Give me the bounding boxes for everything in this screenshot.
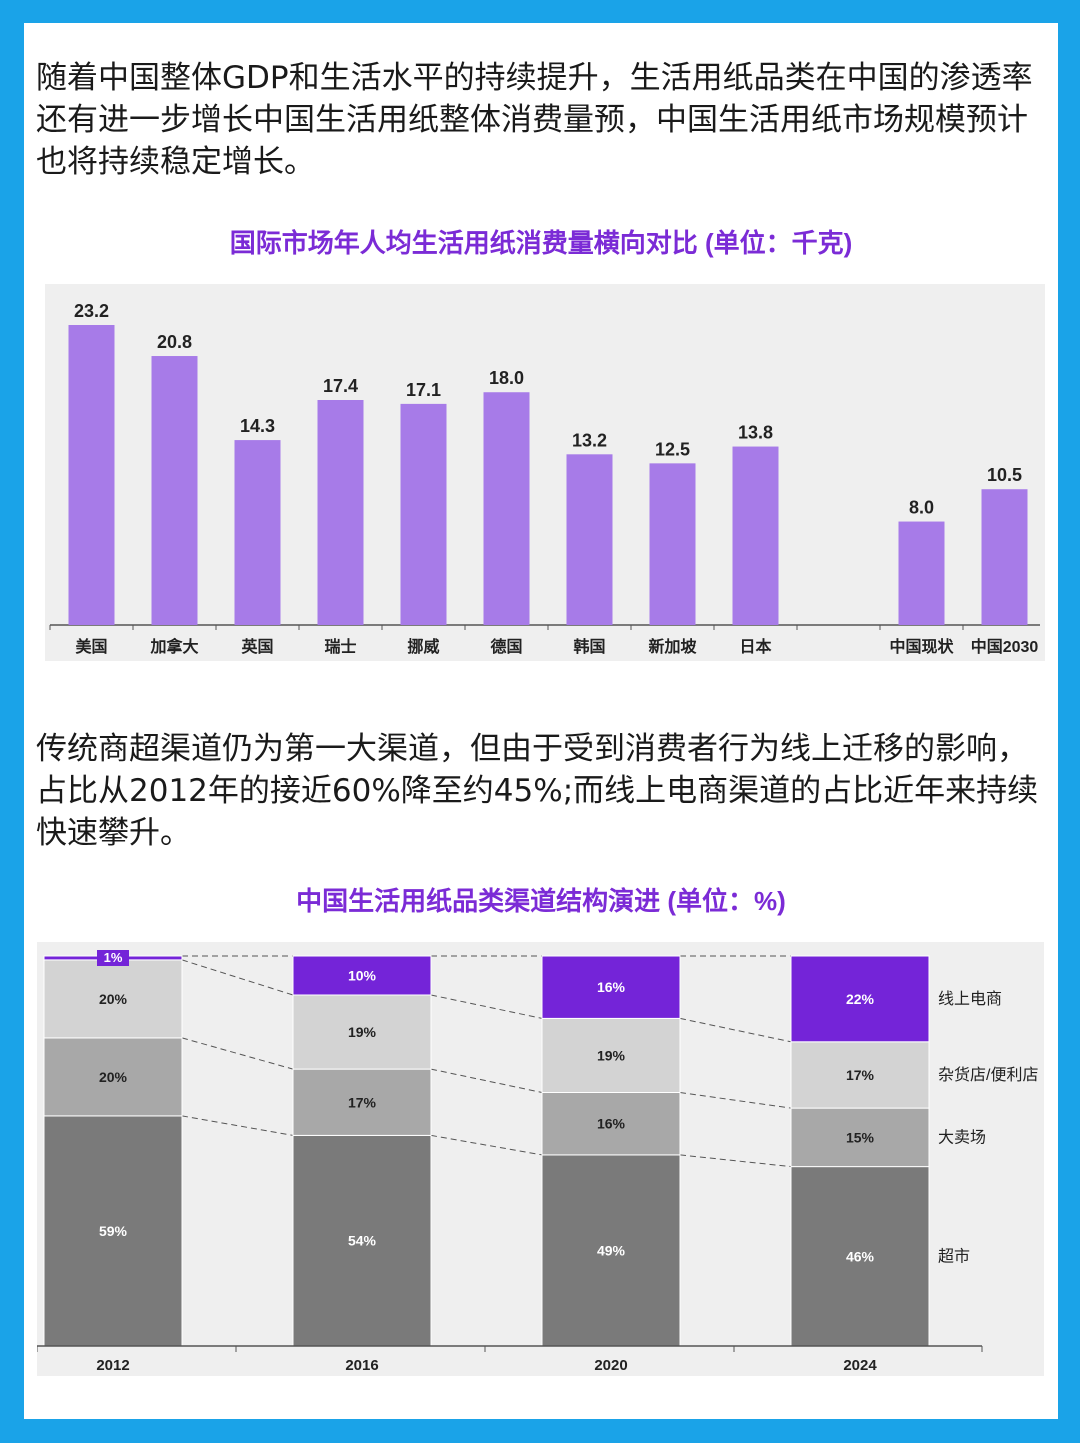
connector-line xyxy=(430,1068,543,1093)
connector-line xyxy=(181,1037,294,1070)
x-tick-label: 韩国 xyxy=(573,637,605,656)
bar-value-label: 13.8 xyxy=(738,423,773,443)
bar-value-label: 20.8 xyxy=(157,332,192,352)
bar xyxy=(483,392,530,625)
bar-value-label: 14.3 xyxy=(240,416,275,436)
connector-line xyxy=(679,1154,792,1168)
segment-value-label: 1% xyxy=(104,950,123,965)
bar xyxy=(981,489,1028,625)
bar-chart: 23.2 美国 20.8 加拿大 14.3 英国 17.4 瑞士 17.1 挪威 18.0 德国 13.… xyxy=(49,301,1047,656)
x-tick-label: 挪威 xyxy=(407,637,439,656)
stacked-segment xyxy=(292,1134,432,1347)
x-tick-label: 英国 xyxy=(240,637,273,656)
connector-line xyxy=(430,994,543,1019)
segment-value-label: 46% xyxy=(846,1248,875,1264)
legend-label: 大卖场 xyxy=(938,1128,986,1146)
legend-label: 超市 xyxy=(938,1247,970,1265)
bar-value-label: 17.4 xyxy=(323,376,358,396)
stacked-segment xyxy=(790,955,930,1043)
segment-value-label: 22% xyxy=(846,991,875,1007)
bar-value-label: 10.5 xyxy=(987,465,1022,485)
segment-value-label: 59% xyxy=(99,1223,128,1239)
x-tick-label: 瑞士 xyxy=(324,637,356,656)
bar xyxy=(898,521,945,625)
connector-line xyxy=(430,1134,543,1156)
bar xyxy=(68,325,115,625)
segment-value-label: 54% xyxy=(348,1233,377,1249)
bar xyxy=(732,446,779,625)
stacked-chart: 59% 20% 20% 1% 2012 54% 17% 19% 10% 2016 49% 16% 19%… xyxy=(36,950,1038,1374)
bar xyxy=(151,356,198,625)
connector-line xyxy=(679,1017,792,1043)
legend-label: 杂货店/便利店 xyxy=(938,1066,1038,1084)
stacked-segment xyxy=(43,959,183,1039)
x-tick-label: 中国2030 xyxy=(971,637,1039,656)
stacked-segment xyxy=(292,1068,432,1136)
bar-chart-panel: 23.2 美国 20.8 加拿大 14.3 英国 17.4 瑞士 17.1 挪威 18.0 德国 13.… xyxy=(45,284,1047,661)
x-tick-label: 中国现状 xyxy=(889,637,954,656)
bar-value-label: 18.0 xyxy=(489,368,524,388)
stacked-segment xyxy=(790,1166,930,1347)
stacked-chart-title: 中国生活用纸品类渠道结构演进 (单位：%) xyxy=(296,886,786,916)
connector-line xyxy=(181,959,294,996)
bar-value-label: 8.0 xyxy=(909,498,934,518)
bar xyxy=(400,403,447,625)
segment-value-label: 10% xyxy=(348,968,377,984)
bar-value-label: 12.5 xyxy=(655,439,690,459)
segment-value-label: 20% xyxy=(99,1069,128,1085)
segment-value-label: 15% xyxy=(846,1129,875,1145)
x-tick-label: 德国 xyxy=(490,637,522,656)
channel-paragraph: 传统商超渠道仍为第一大渠道，但由于受到消费者行为线上迁移的影响，占比从2012年… xyxy=(36,731,1039,851)
stacked-chart-panel: 59% 20% 20% 1% 2012 54% 17% 19% 10% 2016 49% 16% 19%… xyxy=(36,942,1044,1376)
stacked-segment xyxy=(790,1041,930,1109)
stacked-segment xyxy=(541,1017,681,1093)
bar xyxy=(566,454,613,625)
x-tick-label: 日本 xyxy=(739,637,771,656)
x-tick-label: 2020 xyxy=(594,1357,627,1374)
stacked-segment xyxy=(541,955,681,1019)
stacked-segment xyxy=(541,1092,681,1156)
bar-value-label: 13.2 xyxy=(572,430,607,450)
small-label-box xyxy=(97,950,129,966)
bar xyxy=(317,400,364,625)
content-card: 随着中国整体GDP和生活水平的持续提升，生活用纸品类在中国的渗透率还有进一步增长… xyxy=(24,23,1058,1419)
segment-value-label: 49% xyxy=(597,1242,626,1258)
segment-value-label: 19% xyxy=(348,1024,377,1040)
intro-paragraph: 随着中国整体GDP和生活水平的持续提升，生活用纸品类在中国的渗透率还有进一步增长… xyxy=(36,60,1033,180)
stacked-segment xyxy=(292,955,432,996)
stacked-segment xyxy=(43,1115,183,1347)
segment-value-label: 17% xyxy=(846,1067,875,1083)
bar-value-label: 17.1 xyxy=(406,380,441,400)
bar xyxy=(234,440,281,625)
x-tick-label: 加拿大 xyxy=(149,637,198,656)
stacked-segment xyxy=(541,1154,681,1347)
bar-value-label: 23.2 xyxy=(74,301,109,321)
x-tick-label: 2016 xyxy=(345,1357,378,1374)
segment-value-label: 16% xyxy=(597,1116,626,1132)
legend-label: 线上电商 xyxy=(938,990,1002,1008)
x-tick-label: 2012 xyxy=(96,1357,129,1374)
x-tick-label: 2024 xyxy=(843,1357,877,1374)
bar-chart-title: 国际市场年人均生活用纸消费量横向对比 (单位：千克) xyxy=(229,228,853,258)
stacked-segment xyxy=(43,1037,183,1117)
x-tick-label: 美国 xyxy=(75,637,107,656)
x-tick-label: 新加坡 xyxy=(648,637,697,656)
segment-value-label: 16% xyxy=(597,979,626,995)
connector-line xyxy=(679,1092,792,1109)
connector-line xyxy=(181,1115,294,1136)
bar xyxy=(649,463,696,625)
segment-value-label: 19% xyxy=(597,1047,626,1063)
stacked-segment xyxy=(790,1107,930,1168)
segment-value-label: 17% xyxy=(348,1094,377,1110)
segment-value-label: 20% xyxy=(99,991,128,1007)
